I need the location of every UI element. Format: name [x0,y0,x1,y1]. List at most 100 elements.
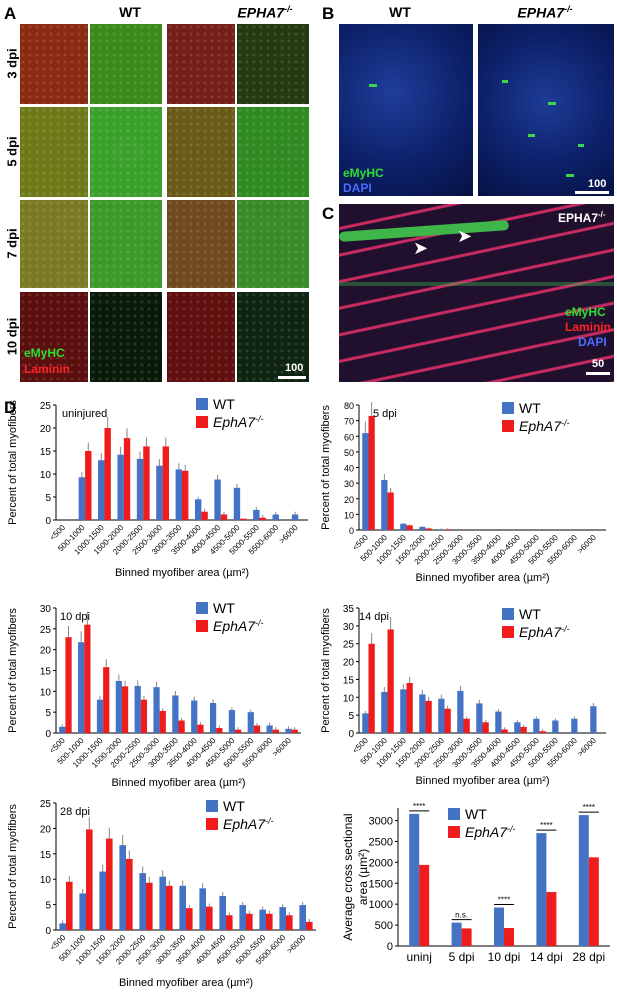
bar-2-s1-c6 [178,720,185,733]
bar-3-s0-c4 [438,698,445,733]
bar-2-s0-c10 [247,712,254,733]
bar-0-s1-c8 [220,514,228,520]
avg-bar-s0-c0 [409,813,420,946]
avg-bar-s1-c4 [588,857,599,946]
x-axis-label-1: Binned myofiber area (µm²) [415,572,549,584]
y-tick-label-0: 10 [40,470,52,481]
bar-0-s0-c2 [98,460,105,520]
y-axis-label-2: Percent of total myofibers [7,608,19,733]
bar-1-s0-c1 [381,480,388,530]
x-tick-label-4-2: 1000-1500 [74,933,108,967]
x-axis-label-0: Binned myofiber area (µm²) [115,567,249,579]
bar-0-s1-c4 [143,446,150,520]
x-tick-label-1-5: 2500-3000 [431,533,465,567]
y-tick-label-0: 20 [40,424,52,435]
bar-0-s0-c7 [194,499,202,520]
bar-4-s0-c12 [299,905,306,930]
legend-wt-label-3: WT [519,606,541,622]
legend-wt-swatch-0 [196,398,208,410]
chart-title-3: 14 dpi [359,611,389,623]
y-tick-label-2: 15 [40,667,52,678]
bar-2-s1-c5 [159,710,166,733]
panel-c-scale-label: 50 [592,358,605,370]
bar-0-s0-c11 [272,514,279,520]
bar-4-s0-c6 [179,885,186,930]
panel-a-row-label-1: 3 dpi [4,48,20,79]
legend-wt-label-0: WT [213,396,235,412]
y-tick-label-2: 5 [45,708,51,719]
x-axis-label-3: Binned myofiber area (µm²) [415,775,549,787]
bar-4-s1-c7 [206,906,213,930]
panel-b-emyhc-label: eMyHC [343,166,384,180]
x-tick-label-2-11: 5500-6000 [241,736,275,770]
legend-ko-swatch-5 [448,826,460,838]
bar-3-s0-c1 [381,691,388,733]
x-tick-label-0-5: 2500-3000 [131,523,165,557]
y-tick-label-5: 2000 [369,857,393,869]
bar-3-s0-c12 [590,706,597,733]
bar-2-s1-c1 [84,624,91,733]
x-tick-label-1-2: 1000-1500 [374,533,408,567]
x-tick-label-1-9: 4500-5000 [507,533,541,567]
x-tick-label-3-6: 3000-3500 [450,736,484,770]
bar-2-s1-c8 [216,728,223,733]
x-tick-label-4-11: 5500-6000 [254,933,288,967]
panel-b-wt-header: WT [389,4,411,20]
legend-wt-swatch-5 [448,808,460,820]
bar-0-s0-c3 [117,454,124,520]
chart-title-4: 28 dpi [60,806,90,818]
panel-a-image-r2-c2 [90,107,162,197]
x-axis-label-2: Binned myofiber area (µm²) [111,777,245,789]
panel-a-image-r2-c4 [237,107,309,197]
y-tick-label-2: 10 [40,687,52,698]
x-tick-label-3-0: <500 [351,736,370,755]
bar-1-s1-c1 [387,492,394,530]
avg-x-tick-label-1: 5 dpi [449,950,475,964]
bar-3-s0-c10 [552,720,559,733]
bar-3-s1-c8 [520,726,527,733]
panel-a-image-r3-c3 [167,200,235,288]
x-tick-label-1-4: 2000-2500 [412,533,446,567]
chart-title-0: uninjured [62,408,107,420]
y-tick-label-3: 20 [343,658,355,669]
x-tick-label-2-7: 3500-4000 [165,736,199,770]
panel-a-wt-header: WT [119,4,141,20]
bar-3-s0-c3 [419,694,426,733]
panel-a-scale-bar [278,376,306,379]
panel-a-scale-label: 100 [285,362,304,374]
y-tick-label-0: 15 [40,447,52,458]
bar-2-s1-c10 [253,725,261,733]
avg-bar-s0-c4 [578,815,589,946]
panel-a-row-label-2: 5 dpi [4,136,20,167]
y-tick-label-3: 25 [343,640,355,651]
chart-title-2: 10 dpi [60,611,90,623]
x-tick-label-3-9: 4500-5000 [507,736,541,770]
bar-4-s0-c11 [279,907,286,930]
bar-2-s0-c0 [59,726,66,733]
y-tick-label-0: 25 [40,401,52,412]
y-tick-label-1: 30 [344,479,354,489]
x-tick-label-0-10: 5000-5500 [228,523,262,557]
panel-b-wt-image [339,24,473,196]
bar-3-s1-c2 [406,683,413,733]
legend-wt-label-1: WT [519,400,541,416]
x-tick-label-0-7: 3500-4000 [169,523,203,557]
avg-bar-s1-c1 [461,928,472,946]
bar-3-s0-c7 [495,711,502,733]
y-tick-label-5: 0 [387,941,393,953]
panel-c-laminin-label: Laminin [565,320,612,334]
x-tick-label-3-3: 1500-2000 [393,736,427,770]
bar-0-s1-c1 [85,451,92,520]
bar-3-s0-c8 [514,722,521,733]
panel-a-image-r4-c4 [237,292,309,382]
x-tick-label-2-10: 5000-5500 [222,736,256,770]
y-tick-label-1: 10 [344,510,354,520]
legend-ko-label-2: EphA7-/- [213,618,264,634]
bar-2-s1-c2 [103,667,110,733]
significance-label-4: **** [583,803,595,812]
panel-a-row-label-4: 10 dpi [4,317,20,356]
x-tick-label-3-10: 5000-5500 [526,736,560,770]
bar-0-s1-c7 [201,511,208,520]
x-tick-label-4-7: 3500-4000 [174,933,208,967]
y-tick-label-1: 60 [344,432,354,442]
